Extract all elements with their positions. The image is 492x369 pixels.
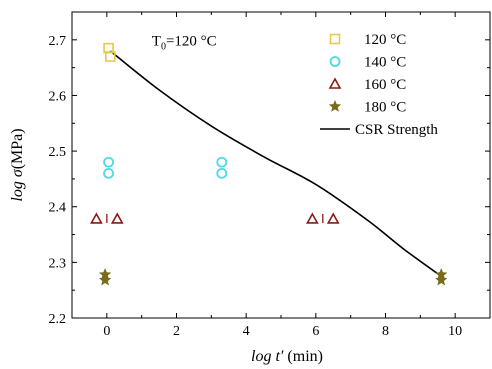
data-point-140c [103,167,114,179]
legend-label-csrstrength: CSR Strength [355,122,438,138]
series-line-csr-strength [109,50,442,277]
reference-temperature-annotation: T0=120 °C [152,33,217,52]
series-markers [90,42,448,286]
legend-label-140c: 140 °C [364,55,406,71]
legend-marker-140c [329,56,341,67]
x-axis-label: log t′ (min) [251,348,323,365]
data-point-140c [103,156,114,168]
data-point-140c [216,167,228,179]
y-tick-label: 2.4 [49,201,67,216]
x-tick-label: 10 [448,324,462,339]
data-point-160c [305,212,319,224]
y-tick-label: 2.3 [49,256,67,271]
x-tick-label: 8 [382,324,389,339]
legend-label-180c: 180 °C [364,100,406,116]
data-point-140c [216,156,228,168]
x-tick-label: 6 [312,324,319,339]
data-point-160c [90,212,103,224]
y-tick-label: 2.5 [49,145,67,160]
legend-marker-120c [329,33,341,45]
data-point-180c [98,273,112,286]
legend-marker-180c [328,99,342,112]
y-tick-label: 2.2 [49,312,67,327]
legend-label-120c: 120 °C [364,32,406,48]
legend-marker-160c [328,77,342,89]
y-axis-label: log σ(MPa) [9,128,26,201]
legend: 120 °C 140 °C 160 °C 180 °C CSR Strength [320,32,438,138]
annotations: T0=120 °C [152,33,217,52]
axes: 0 2 4 6 8 10 2.2 2.3 2.4 2.5 2.6 2.7 log t′ (min) log… [9,11,491,365]
x-tick-label: 4 [243,324,250,339]
series-lines [109,50,442,277]
x-tick-label: 0 [103,324,110,339]
x-tick-label: 2 [173,324,180,339]
data-point-160c [326,212,340,224]
data-point-160c [110,212,124,224]
legend-label-160c: 160 °C [364,77,406,93]
y-tick-label: 2.6 [49,89,67,104]
data-point-120c [105,51,116,62]
data-point-180c [434,273,448,286]
y-tick-label: 2.7 [49,34,67,49]
